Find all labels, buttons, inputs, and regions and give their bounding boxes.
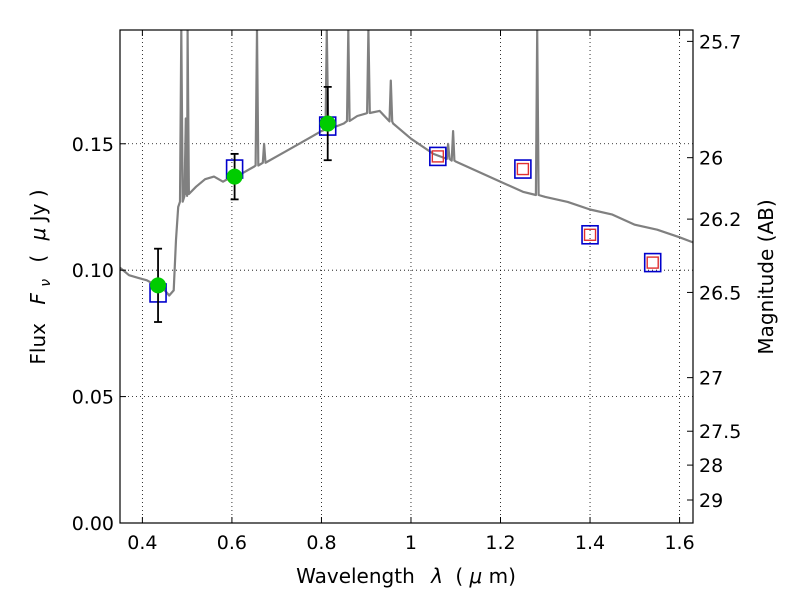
axis-tick-labels: 0.4 0.6 0.8 1 1.2 1.4 1.6 0.00 0.05 0.10 0.15 25.7 2… bbox=[72, 31, 742, 554]
y-tick-label: 0.00 bbox=[72, 513, 114, 535]
y2-tick-label: 27.5 bbox=[699, 421, 741, 443]
photometry-markers bbox=[149, 85, 662, 323]
x-tick-label: 1.2 bbox=[485, 532, 515, 554]
y2-tick-label: 29 bbox=[699, 490, 723, 512]
y-axis-title-subscript: ν bbox=[38, 279, 54, 287]
model-band-marker bbox=[643, 252, 662, 273]
y2-axis-title: Magnitude (AB) bbox=[754, 199, 778, 354]
x-tick-label: 0.8 bbox=[306, 532, 336, 554]
x-axis-title-mu: μ bbox=[469, 564, 483, 588]
y-tick-label: 0.05 bbox=[72, 387, 114, 409]
observed-flux-point bbox=[319, 115, 336, 132]
predicted-flux-marker bbox=[431, 150, 445, 163]
y-tick-label: 0.15 bbox=[72, 134, 114, 156]
y2-tick-label: 26 bbox=[699, 148, 723, 170]
model-band-marker bbox=[514, 159, 532, 179]
y-axis-title-unit: Jy ) bbox=[26, 189, 50, 223]
y2-tick-label: 26.2 bbox=[699, 209, 741, 231]
x-axis-title-unit: m) bbox=[489, 564, 516, 588]
predicted-flux-marker bbox=[516, 162, 530, 176]
y2-tick-label: 27 bbox=[699, 368, 723, 390]
predicted-flux-marker bbox=[646, 256, 659, 269]
x-tick-label: 0.4 bbox=[127, 532, 157, 554]
plot-frame bbox=[119, 29, 694, 524]
y2-tick-label: 26.5 bbox=[699, 282, 741, 304]
x-axis-title-paren: ( bbox=[455, 564, 463, 588]
y-axis-title-paren: ( bbox=[26, 255, 50, 263]
x-axis-title: Wavelength λ ( μ m) bbox=[296, 564, 516, 588]
predicted-flux-marker bbox=[583, 228, 597, 241]
y-axis-title: Flux F ν ( μ Jy ) bbox=[26, 189, 55, 364]
model-band-marker bbox=[429, 146, 447, 167]
y2-tick-label: 28 bbox=[699, 455, 723, 477]
model-band-marker bbox=[581, 224, 599, 245]
y-axis-title-main: Flux bbox=[26, 323, 50, 365]
x-tick-label: 1.6 bbox=[664, 532, 694, 554]
x-axis-title-symbol: λ bbox=[430, 564, 443, 588]
axis-ticks bbox=[120, 30, 693, 524]
observed-flux-point bbox=[226, 168, 243, 185]
x-tick-label: 1.4 bbox=[575, 532, 605, 554]
x-tick-label: 1 bbox=[405, 532, 417, 554]
plot-area bbox=[120, 30, 693, 523]
x-axis-title-main: Wavelength bbox=[296, 564, 415, 588]
y2-tick-label: 25.7 bbox=[699, 31, 741, 53]
x-tick-label: 0.6 bbox=[217, 532, 247, 554]
observed-flux-point bbox=[150, 277, 167, 294]
y-tick-label: 0.10 bbox=[72, 260, 114, 282]
y-axis-title-symbol: F bbox=[26, 293, 50, 305]
y-axis-title-mu: μ bbox=[26, 228, 50, 242]
